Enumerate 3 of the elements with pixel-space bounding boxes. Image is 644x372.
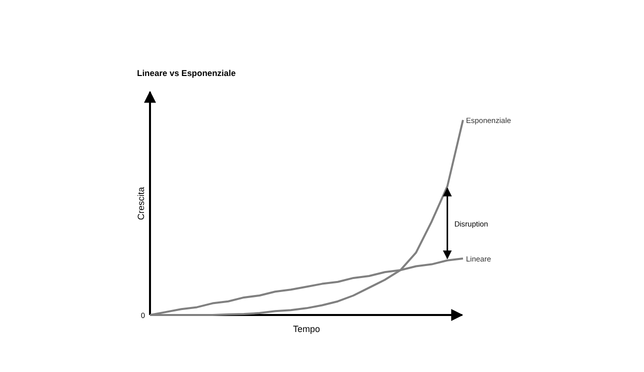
y-axis-title: Crescita [136, 186, 146, 220]
chart-title: Lineare vs Esponenziale [137, 68, 236, 78]
x-axis-title: Tempo [292, 324, 320, 334]
